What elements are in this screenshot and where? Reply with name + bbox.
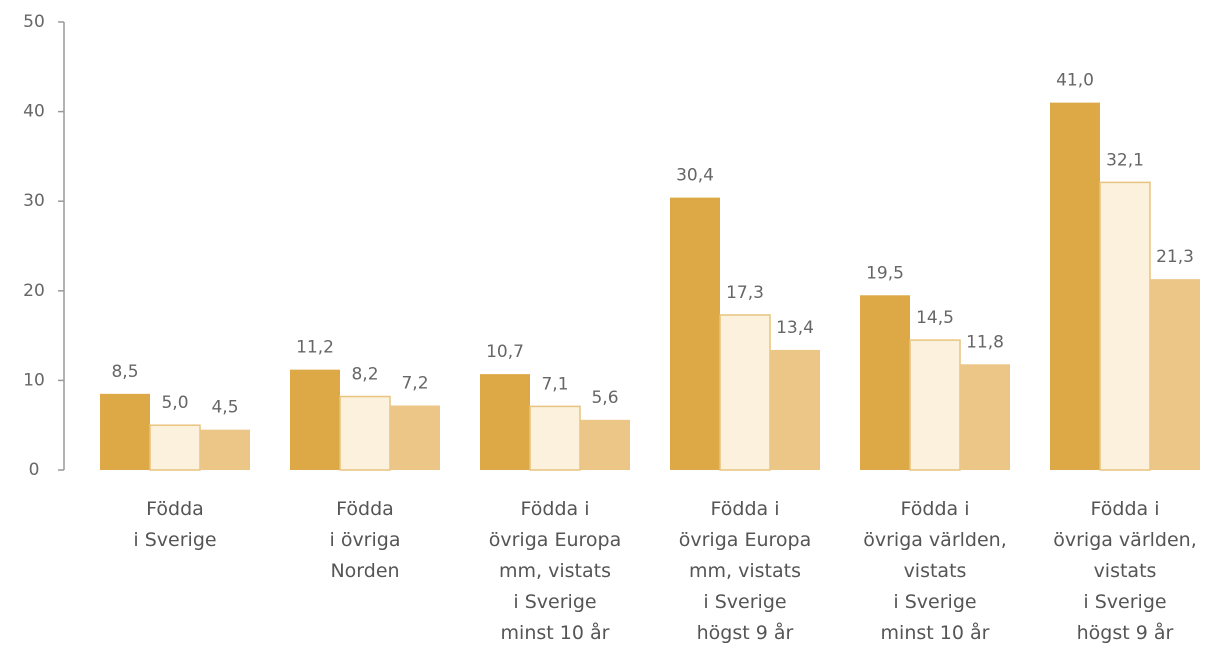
value-label: 41,0 xyxy=(1056,71,1094,91)
x-tick-label: Födda i Sverige xyxy=(133,498,217,551)
value-label: 11,2 xyxy=(296,338,334,358)
bar xyxy=(1150,279,1200,470)
value-label: 13,4 xyxy=(776,318,814,338)
y-tick-label: 20 xyxy=(23,281,45,301)
bar xyxy=(200,429,250,470)
bar xyxy=(1099,181,1151,471)
value-label: 30,4 xyxy=(676,166,714,186)
bar xyxy=(100,393,150,470)
value-label: 7,1 xyxy=(541,374,568,394)
value-label: 7,2 xyxy=(401,373,428,393)
x-tick-label: Födda i övriga Europa mm, vistats i Sver… xyxy=(488,498,622,644)
value-label: 8,5 xyxy=(111,362,138,382)
x-tick-label: Födda i övriga Europa mm, vistats i Sver… xyxy=(678,498,812,644)
value-label: 32,1 xyxy=(1106,150,1144,170)
value-label: 21,3 xyxy=(1156,247,1194,267)
bar xyxy=(339,395,391,471)
bar xyxy=(670,197,720,470)
y-tick-label: 10 xyxy=(23,370,45,390)
value-label: 5,6 xyxy=(591,388,618,408)
bar xyxy=(719,314,771,471)
bar xyxy=(149,424,201,471)
value-label: 17,3 xyxy=(726,283,764,303)
bar xyxy=(1050,102,1100,470)
bar xyxy=(529,405,581,471)
value-label: 8,2 xyxy=(351,365,378,385)
bar xyxy=(770,349,820,470)
bar xyxy=(960,364,1010,470)
value-label: 19,5 xyxy=(866,263,904,283)
bar xyxy=(390,405,440,470)
y-tick-label: 0 xyxy=(29,460,40,480)
value-label: 5,0 xyxy=(161,393,188,413)
y-tick-label: 30 xyxy=(23,191,45,211)
value-label: 14,5 xyxy=(916,308,954,328)
y-tick-label: 40 xyxy=(23,102,45,122)
bar xyxy=(909,339,961,471)
value-label: 10,7 xyxy=(486,342,524,362)
bar xyxy=(480,374,530,470)
value-label: 11,8 xyxy=(966,332,1004,352)
x-tick-label: Födda i övriga världen, vistats i Sverig… xyxy=(863,498,1007,644)
value-label: 4,5 xyxy=(211,398,238,418)
y-tick-label: 50 xyxy=(23,12,45,32)
bar xyxy=(580,419,630,470)
x-tick-label: Födda i övriga Norden xyxy=(329,498,401,582)
bar xyxy=(290,369,340,470)
x-tick-label: Födda i övriga världen, vistats i Sverig… xyxy=(1053,498,1197,644)
bar xyxy=(860,295,910,470)
